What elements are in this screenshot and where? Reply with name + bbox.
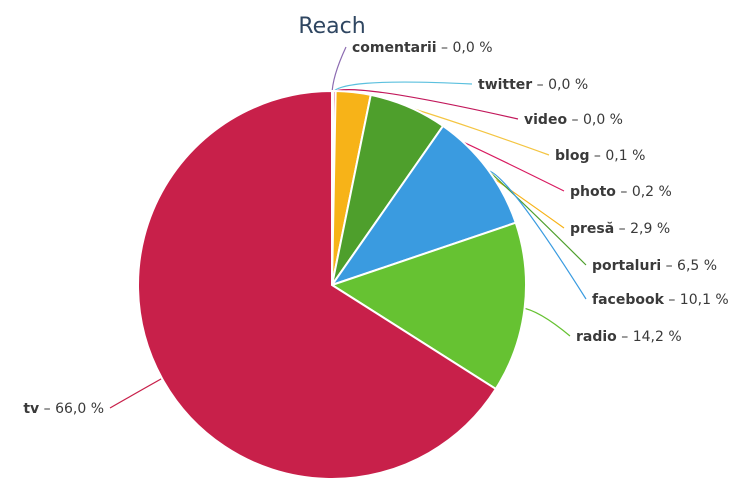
data-label-facebook: facebook – 10,1 % [592,292,729,308]
data-label-twitter: twitter – 0,0 % [478,77,588,93]
pie-slice-tv[interactable] [137,89,498,479]
data-label-portaluri: portaluri – 6,5 % [592,258,717,274]
data-label-presa: presă – 2,9 % [570,221,670,237]
pie-slice-radio[interactable] [329,221,527,391]
data-label-tv: tv – 66,0 % [23,401,104,417]
data-label-photo: photo – 0,2 % [570,184,672,200]
data-label-radio: radio – 14,2 % [576,329,682,345]
data-label-blog: blog – 0,1 % [555,148,645,164]
data-label-comentarii: comentarii – 0,0 % [352,40,493,56]
slice-labels: comentarii – 0,0 % twitter – 0,0 % video –… [23,40,728,417]
connector-tv [109,376,166,409]
pie-slices [137,89,527,479]
chart-title: Reach [298,14,365,39]
pie-slice-facebook[interactable] [329,124,518,287]
connector-radio [520,307,571,337]
data-label-video: video – 0,0 % [524,112,623,128]
